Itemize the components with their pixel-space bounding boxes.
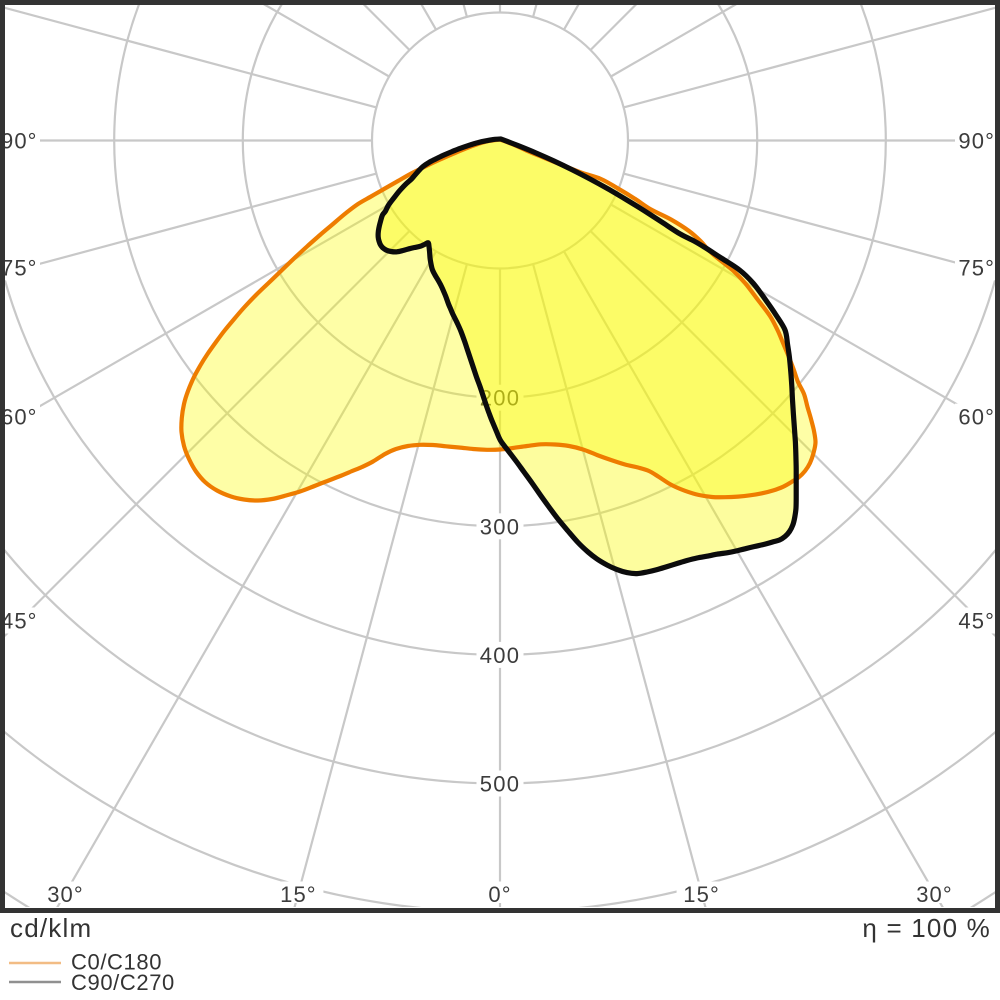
- svg-text:0°: 0°: [488, 882, 511, 907]
- svg-text:η = 100 %: η = 100 %: [862, 913, 991, 943]
- svg-text:45°: 45°: [958, 609, 995, 634]
- svg-text:500: 500: [480, 772, 521, 797]
- svg-text:cd/klm: cd/klm: [10, 913, 92, 943]
- svg-text:300: 300: [480, 514, 521, 539]
- svg-text:15°: 15°: [683, 882, 720, 907]
- svg-text:75°: 75°: [958, 255, 995, 280]
- svg-text:45°: 45°: [1, 609, 38, 634]
- svg-text:60°: 60°: [958, 405, 995, 430]
- svg-text:60°: 60°: [1, 405, 38, 430]
- svg-text:90°: 90°: [958, 129, 995, 154]
- svg-text:C90/C270: C90/C270: [71, 970, 175, 995]
- svg-text:75°: 75°: [1, 255, 38, 280]
- svg-text:15°: 15°: [280, 882, 317, 907]
- svg-text:400: 400: [480, 643, 521, 668]
- svg-text:30°: 30°: [916, 882, 953, 907]
- svg-text:30°: 30°: [47, 882, 84, 907]
- svg-text:C0/C180: C0/C180: [71, 950, 162, 975]
- svg-text:90°: 90°: [1, 129, 38, 154]
